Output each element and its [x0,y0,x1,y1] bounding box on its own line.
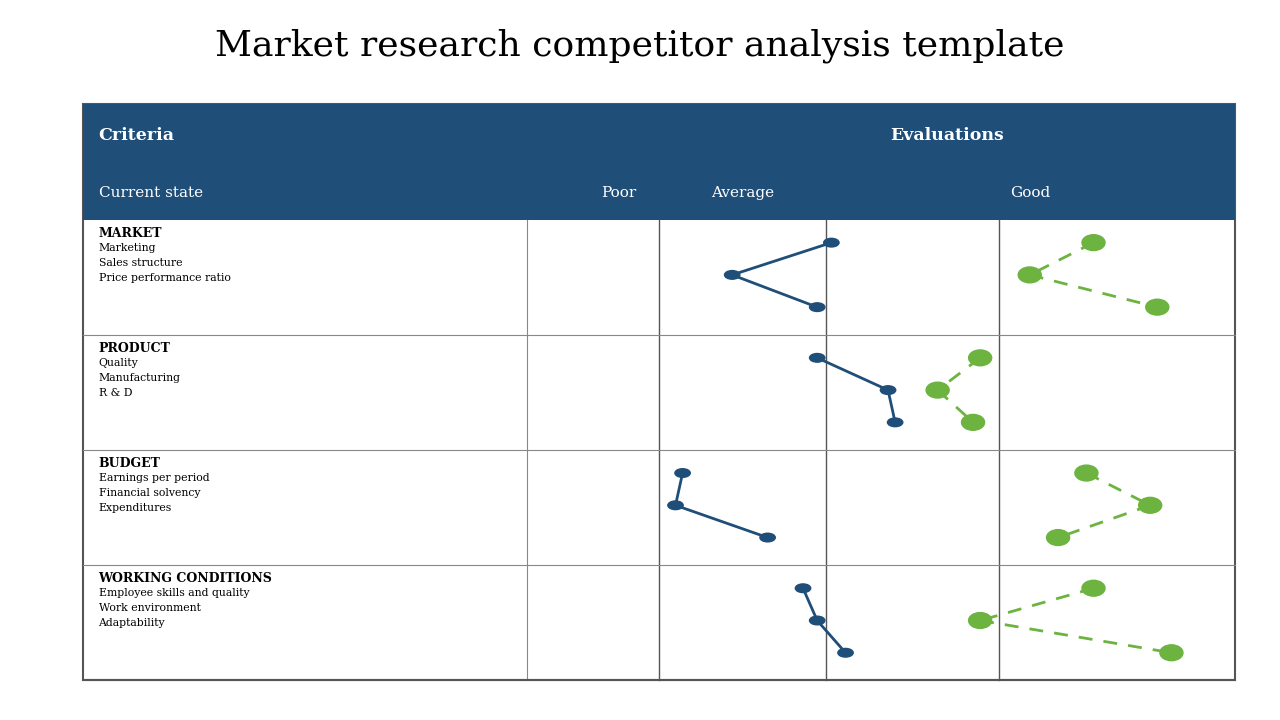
Text: Poor: Poor [600,186,636,199]
Text: Marketing: Marketing [99,243,156,253]
Circle shape [838,649,854,657]
Ellipse shape [1139,498,1162,513]
Bar [83,104,1235,680]
Circle shape [760,534,776,542]
Text: Market research competitor analysis template: Market research competitor analysis temp… [215,29,1065,63]
Text: Earnings per period: Earnings per period [99,473,209,483]
Text: Work environment: Work environment [99,603,201,613]
Ellipse shape [961,415,984,431]
Text: Price performance ratio: Price performance ratio [99,273,230,283]
Text: Expenditures: Expenditures [99,503,172,513]
Circle shape [675,469,690,477]
Text: Employee skills and quality: Employee skills and quality [99,588,250,598]
Circle shape [795,584,810,593]
Circle shape [668,501,684,510]
Text: Criteria: Criteria [99,127,174,143]
Text: Adaptability: Adaptability [99,618,165,629]
Bar [83,104,1235,166]
Ellipse shape [969,613,992,629]
Circle shape [881,386,896,395]
Ellipse shape [927,382,950,398]
Ellipse shape [1082,580,1105,596]
Text: R & D: R & D [99,388,132,398]
Circle shape [887,418,902,427]
Text: Current state: Current state [99,186,202,199]
Circle shape [809,303,824,312]
Circle shape [809,616,824,625]
Text: WORKING CONDITIONS: WORKING CONDITIONS [99,572,273,585]
Text: Sales structure: Sales structure [99,258,182,268]
Ellipse shape [1047,530,1070,546]
Text: MARKET: MARKET [99,227,163,240]
Text: Financial solvency: Financial solvency [99,488,200,498]
Ellipse shape [969,350,992,366]
Circle shape [824,238,840,247]
Ellipse shape [1018,267,1041,283]
Text: Evaluations: Evaluations [891,127,1004,143]
Text: BUDGET: BUDGET [99,457,160,470]
Text: Manufacturing: Manufacturing [99,373,180,383]
Ellipse shape [1082,235,1105,251]
Circle shape [724,271,740,279]
Text: PRODUCT: PRODUCT [99,342,170,355]
Ellipse shape [1146,300,1169,315]
Circle shape [809,354,824,362]
Text: Average: Average [712,186,774,199]
Text: Good: Good [1011,186,1051,199]
Ellipse shape [1075,465,1098,481]
Ellipse shape [1160,645,1183,661]
Text: Quality: Quality [99,358,138,368]
Bar [83,166,1235,220]
